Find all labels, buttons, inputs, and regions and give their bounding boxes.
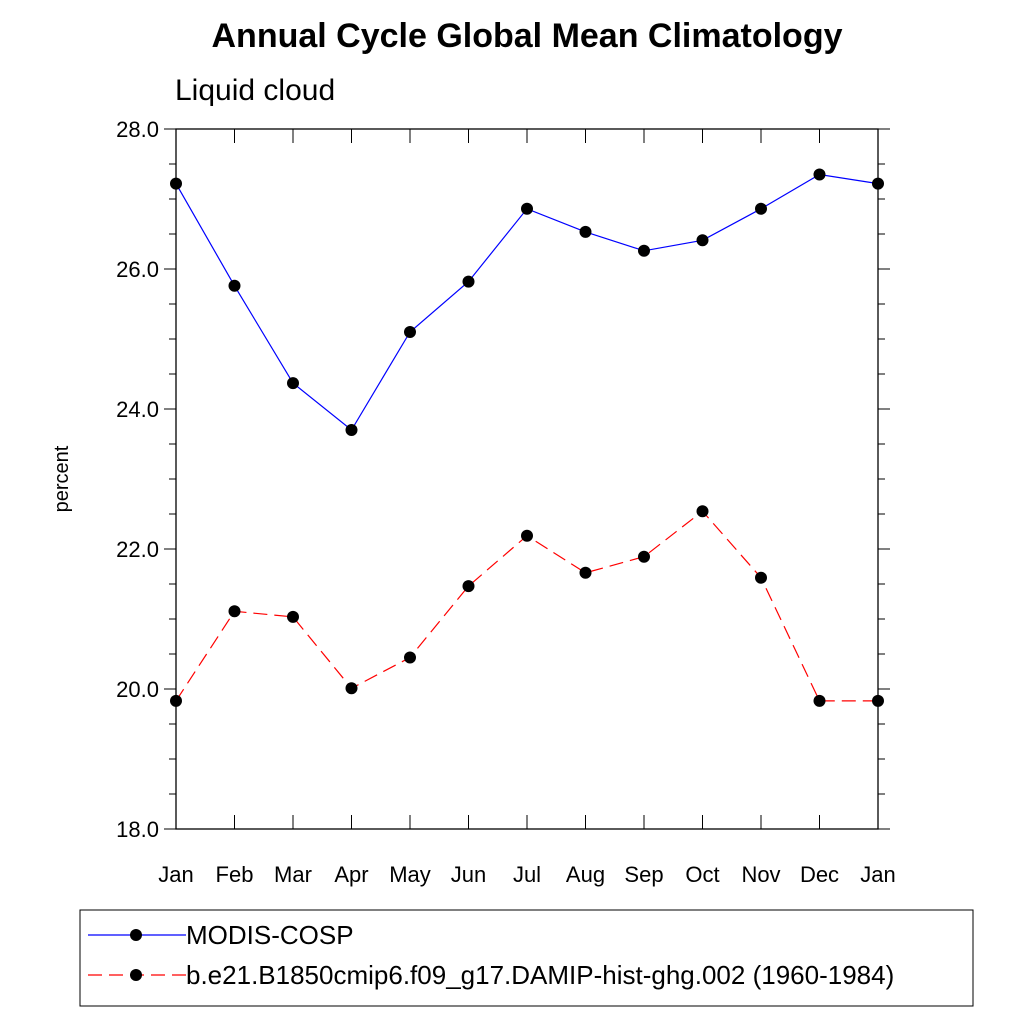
data-point: [404, 651, 416, 664]
data-point: [170, 177, 182, 190]
y-tick-label: 28.0: [116, 117, 159, 142]
data-point: [638, 244, 650, 257]
data-point: [872, 694, 884, 707]
y-axis-title: percent: [51, 445, 73, 512]
series-2: [170, 505, 884, 707]
y-tick-label: 24.0: [116, 397, 159, 422]
x-tick-label: Nov: [741, 862, 780, 887]
data-point: [696, 234, 709, 247]
y-tick-label: 18.0: [116, 817, 159, 842]
data-point: [170, 694, 182, 707]
y-tick-label: 26.0: [116, 257, 159, 282]
legend: MODIS-COSP b.e21.B1850cmip6.f09_g17.DAMIP…: [88, 920, 894, 990]
legend-box: [79, 909, 974, 1007]
data-point: [638, 550, 650, 563]
x-tick-label: Feb: [216, 862, 254, 887]
legend-label: b.e21.B1850cmip6.f09_g17.DAMIP-hist-ghg.…: [186, 960, 894, 990]
x-tick-label: Dec: [800, 862, 839, 887]
series-layer: [170, 168, 884, 707]
data-point: [404, 326, 416, 338]
data-point: [755, 202, 767, 215]
x-tick-label: Mar: [274, 862, 312, 887]
data-point: [228, 605, 241, 618]
x-tick-label: Aug: [566, 862, 605, 887]
x-tick-label: Sep: [624, 862, 663, 887]
x-tick-label: Oct: [685, 862, 719, 887]
data-point: [345, 424, 358, 436]
data-point: [813, 168, 826, 181]
data-point: [287, 610, 299, 623]
data-point: [696, 505, 709, 518]
legend-marker: [130, 969, 142, 981]
data-point: [521, 202, 533, 215]
data-point: [579, 566, 592, 579]
y-tick-labels: 18.0 20.0 22.0 24.0 26.0 28.0: [116, 117, 159, 842]
legend-label: MODIS-COSP: [186, 920, 354, 950]
data-point: [228, 279, 241, 292]
data-point: [345, 682, 358, 695]
data-point: [872, 177, 884, 190]
series-1: [170, 168, 884, 436]
x-tick-label: Jul: [513, 862, 541, 887]
data-point: [521, 529, 533, 542]
x-tick-label: Jun: [451, 862, 486, 887]
data-point: [462, 275, 475, 288]
y-tick-label: 20.0: [116, 677, 159, 702]
plot-frame: [175, 128, 879, 830]
data-point: [813, 694, 826, 707]
x-tick-label: Jan: [158, 862, 193, 887]
x-tick-label: Apr: [334, 862, 368, 887]
chart-subtitle: Liquid cloud: [175, 74, 335, 107]
x-tick-label: Jan: [860, 862, 895, 887]
chart-title: Annual Cycle Global Mean Climatology: [212, 17, 843, 55]
x-tick-label: May: [389, 862, 431, 887]
x-tick-labels: Jan Feb Mar Apr May Jun Jul Aug Sep Oct Nov Dec Jan: [158, 862, 895, 887]
axis-ticks: [164, 128, 890, 830]
legend-marker: [130, 929, 142, 941]
data-point: [462, 580, 475, 593]
data-point: [287, 377, 299, 390]
y-tick-label: 22.0: [116, 537, 159, 562]
data-point: [579, 225, 592, 238]
data-point: [755, 571, 767, 584]
